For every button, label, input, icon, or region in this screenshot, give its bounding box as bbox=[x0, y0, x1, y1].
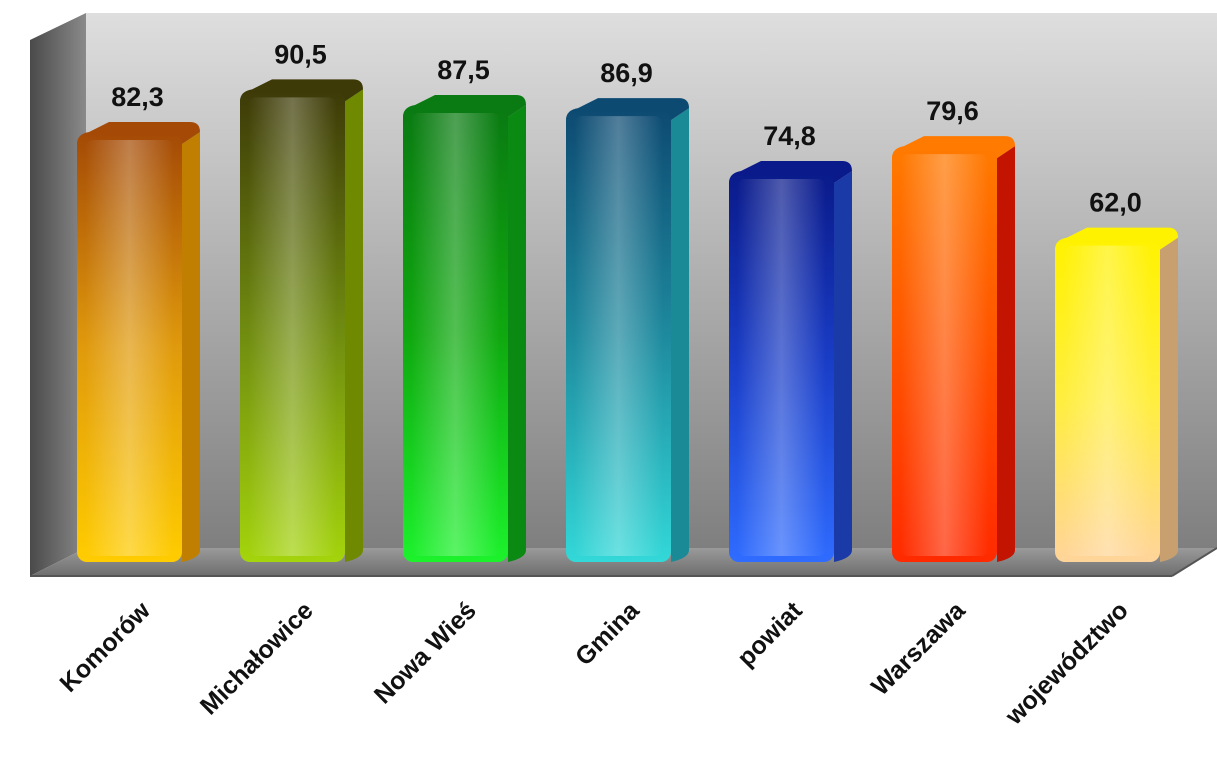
bar-side-komorow bbox=[182, 132, 200, 563]
bar-side-michalowice bbox=[345, 89, 363, 563]
bar-gmina bbox=[566, 98, 689, 563]
value-label-gmina: 86,9 bbox=[600, 58, 653, 88]
value-label-powiat: 74,8 bbox=[763, 121, 816, 151]
category-label-michalowice: Michałowice bbox=[195, 596, 319, 720]
bar-komorow bbox=[77, 122, 200, 563]
bar-shine-michalowice bbox=[248, 97, 337, 557]
value-label-komorow: 82,3 bbox=[111, 82, 164, 112]
category-label-wojewodztwo: województwo bbox=[999, 596, 1133, 730]
value-label-wojewodztwo: 62,0 bbox=[1089, 188, 1142, 218]
bars-group bbox=[77, 79, 1178, 563]
category-label-gmina: Gmina bbox=[570, 596, 646, 672]
bar-shine-powiat bbox=[737, 179, 826, 557]
left-wall bbox=[30, 13, 86, 576]
bar-side-powiat bbox=[834, 171, 852, 563]
bar-shine-gmina bbox=[574, 116, 663, 557]
category-label-warszawa: Warszawa bbox=[866, 596, 971, 701]
category-label-nowa-wies: Nowa Wieś bbox=[369, 596, 482, 709]
bar-powiat bbox=[729, 161, 852, 563]
bar-warszawa bbox=[892, 136, 1015, 562]
bar-wojewodztwo bbox=[1055, 227, 1178, 562]
bar-michalowice bbox=[240, 79, 363, 563]
bar-side-gmina bbox=[671, 108, 689, 563]
category-label-powiat: powiat bbox=[732, 596, 808, 672]
bar-side-wojewodztwo bbox=[1160, 237, 1178, 562]
bar-side-warszawa bbox=[997, 146, 1015, 562]
value-label-michalowice: 90,5 bbox=[274, 39, 327, 69]
bar-shine-warszawa bbox=[900, 154, 989, 556]
value-label-warszawa: 79,6 bbox=[926, 96, 979, 126]
bar-shine-wojewodztwo bbox=[1063, 245, 1152, 556]
bar-shine-komorow bbox=[85, 140, 174, 557]
floor-side-edge bbox=[1171, 547, 1217, 577]
bar-side-nowa-wies bbox=[508, 105, 526, 562]
category-labels-group: Komorów Michałowice Nowa Wieś Gmina powiat Wa… bbox=[54, 596, 1133, 731]
category-label-komorow: Komorów bbox=[54, 596, 156, 698]
bar-shine-nowa-wies bbox=[411, 113, 500, 556]
value-label-nowa-wies: 87,5 bbox=[437, 55, 490, 85]
bar-nowa-wies bbox=[403, 95, 526, 562]
value-labels-group: 82,3 90,5 87,5 86,9 74,8 79,6 62,0 bbox=[111, 39, 1142, 217]
